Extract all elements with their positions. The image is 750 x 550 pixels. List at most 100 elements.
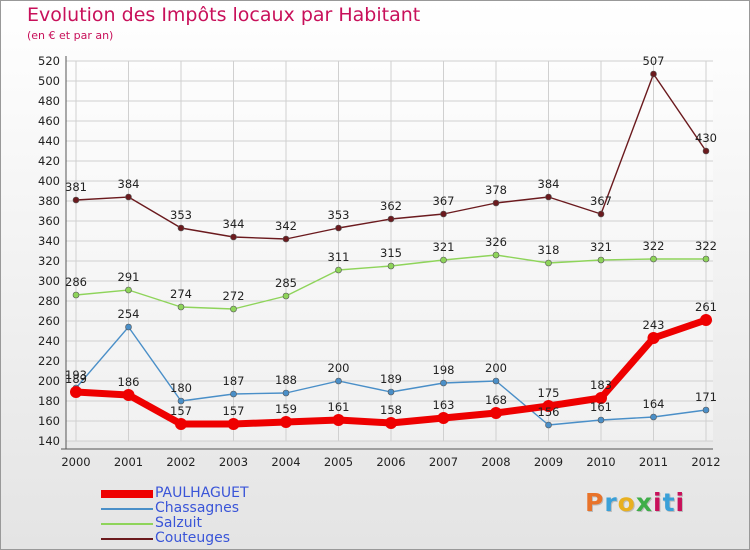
legend-label: Salzuit — [155, 515, 202, 531]
x-tick-label: 2007 — [429, 455, 458, 469]
data-point-couteuges — [492, 199, 500, 207]
data-point-paulhaguet — [175, 418, 187, 430]
legend-label: PAULHAGUET — [155, 485, 249, 501]
y-tick-label: 340 — [38, 234, 60, 248]
x-tick-label: 2004 — [271, 455, 300, 469]
chart-title: Evolution des Impôts locaux par Habitant — [27, 4, 421, 26]
data-label-paulhaguet: 163 — [433, 398, 455, 412]
logo-letter: x — [635, 488, 653, 517]
x-tick-label: 2008 — [481, 455, 510, 469]
logo-letter: i — [653, 488, 663, 517]
data-label-salzuit: 311 — [328, 250, 350, 264]
legend-swatch — [101, 489, 153, 498]
data-point-paulhaguet — [595, 392, 607, 404]
data-label-paulhaguet: 157 — [223, 404, 245, 418]
data-point-paulhaguet — [122, 389, 135, 401]
y-tick-label: 220 — [38, 354, 60, 368]
data-point-chassagnes — [230, 390, 237, 398]
y-tick-label: 200 — [38, 374, 60, 388]
data-label-paulhaguet: 157 — [170, 404, 192, 418]
proxiti-logo: Proxiti — [585, 488, 685, 517]
plot-area — [66, 61, 713, 441]
y-tick-label: 140 — [38, 434, 60, 448]
data-point-salzuit — [650, 255, 657, 263]
y-tick-label: 440 — [38, 134, 60, 148]
chart-subtitle: (en € et par an) — [27, 29, 114, 42]
data-label-couteuges: 353 — [328, 208, 350, 222]
data-label-salzuit: 326 — [485, 235, 507, 249]
data-point-salzuit — [72, 291, 80, 299]
data-point-chassagnes — [597, 416, 605, 424]
data-label-paulhaguet: 159 — [275, 402, 297, 416]
data-label-chassagnes: 188 — [275, 373, 297, 387]
data-point-paulhaguet — [700, 314, 712, 326]
x-tick-label: 2012 — [691, 455, 720, 469]
logo-letter: o — [617, 488, 636, 517]
data-point-salzuit — [387, 262, 395, 270]
y-tick-label: 320 — [38, 254, 60, 268]
data-label-chassagnes: 200 — [328, 361, 350, 375]
x-tick-label: 2011 — [639, 455, 668, 469]
data-label-couteuges: 507 — [643, 54, 665, 68]
y-tick-label: 240 — [38, 334, 60, 348]
data-label-couteuges: 367 — [590, 194, 612, 208]
y-tick-label: 480 — [38, 94, 60, 108]
data-point-couteuges — [702, 147, 710, 155]
data-point-salzuit — [545, 259, 552, 267]
data-label-couteuges: 342 — [275, 219, 297, 233]
data-label-salzuit: 274 — [170, 287, 192, 301]
y-tick-label: 280 — [38, 294, 60, 308]
data-label-chassagnes: 193 — [65, 368, 87, 382]
y-tick-label: 460 — [38, 114, 60, 128]
y-tick-label: 360 — [38, 214, 60, 228]
data-label-chassagnes: 198 — [433, 363, 455, 377]
data-point-paulhaguet — [227, 418, 240, 430]
data-point-chassagnes — [387, 388, 395, 396]
data-label-chassagnes: 180 — [170, 381, 192, 395]
data-label-paulhaguet: 158 — [380, 403, 402, 417]
data-point-salzuit — [335, 266, 342, 274]
data-point-paulhaguet — [437, 412, 450, 424]
y-tick-label: 520 — [38, 54, 60, 68]
x-tick-label: 2006 — [376, 455, 405, 469]
data-point-chassagnes — [702, 406, 710, 414]
data-label-salzuit: 322 — [643, 239, 665, 253]
legend-swatch — [101, 537, 153, 540]
data-label-paulhaguet: 189 — [65, 372, 87, 386]
y-tick-label: 380 — [38, 194, 60, 208]
data-label-salzuit: 286 — [65, 275, 87, 289]
data-point-salzuit — [177, 303, 185, 311]
legend-label: Chassagnes — [155, 500, 240, 516]
data-point-couteuges — [387, 215, 395, 223]
data-label-couteuges: 362 — [380, 199, 402, 213]
data-label-salzuit: 322 — [695, 239, 717, 253]
data-label-couteuges: 384 — [118, 177, 140, 191]
data-label-chassagnes: 171 — [695, 390, 717, 404]
data-point-paulhaguet — [542, 400, 555, 412]
data-point-paulhaguet — [280, 416, 292, 428]
data-point-paulhaguet — [332, 414, 345, 426]
logo-letter: P — [585, 488, 605, 517]
data-label-couteuges: 367 — [433, 194, 455, 208]
data-point-salzuit — [597, 256, 605, 264]
data-label-chassagnes: 187 — [223, 374, 245, 388]
data-point-couteuges — [177, 224, 185, 232]
legend-swatch — [101, 507, 153, 510]
data-label-chassagnes: 254 — [118, 307, 140, 321]
data-point-paulhaguet — [490, 407, 502, 419]
data-label-couteuges: 381 — [65, 180, 87, 194]
data-label-chassagnes: 200 — [485, 361, 507, 375]
data-label-salzuit: 291 — [118, 270, 140, 284]
data-point-chassagnes — [492, 377, 500, 385]
logo-letter: t — [662, 488, 676, 517]
data-label-salzuit: 272 — [223, 289, 245, 303]
data-point-couteuges — [125, 193, 132, 201]
data-point-couteuges — [335, 224, 342, 232]
y-tick-label: 260 — [38, 314, 60, 328]
data-label-couteuges: 353 — [170, 208, 192, 222]
data-label-salzuit: 318 — [538, 243, 560, 257]
y-tick-label: 180 — [38, 394, 60, 408]
data-point-couteuges — [545, 193, 552, 201]
